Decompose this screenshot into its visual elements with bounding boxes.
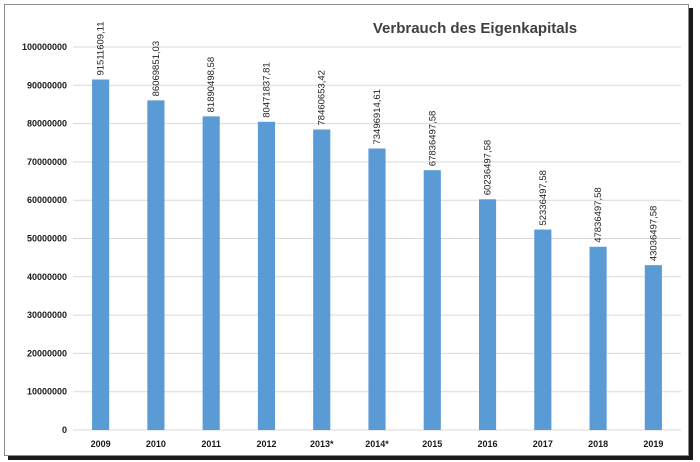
bar-2016 [478,199,497,430]
x-tick-label: 2015 [422,439,442,449]
data-label: 47836497,58 [593,187,604,242]
bar-2013-star [313,129,331,430]
data-label: 78460653,42 [317,70,328,125]
x-tick-label: 2012 [256,439,276,449]
data-label: 73496914,61 [372,89,383,144]
bar-2019 [644,265,662,430]
chart-title: Verbrauch des Eigenkapitals [373,20,577,37]
bar-2009 [92,79,110,431]
y-tick-label: 40000000 [27,272,67,282]
y-axis-ticks: 0 10000000 20000000 30000000 40000000 5000000… [22,42,67,435]
x-tick-label: 2014* [365,439,389,449]
data-labels: 91511609,11 86069851,03 81890498,58 8047183… [96,21,660,261]
data-label: 80471837,81 [261,62,272,117]
bar-2018 [589,246,607,430]
y-tick-label: 30000000 [27,310,67,320]
data-label: 60236497,58 [483,140,494,195]
x-tick-label: 2013* [310,439,334,449]
y-tick-label: 20000000 [27,348,67,358]
bar-2015 [423,170,441,430]
data-label: 52336497,58 [538,170,549,225]
y-tick-label: 70000000 [27,157,67,167]
data-label: 91511609,11 [96,21,107,75]
bar-2012 [257,121,276,431]
y-tick-label: 10000000 [27,387,67,397]
data-label: 67836497,58 [427,111,438,166]
y-tick-label: 90000000 [27,80,67,90]
bar-2017 [534,229,552,430]
bar-2014-star [368,148,386,430]
bar-2011 [202,116,220,431]
y-tick-label: 100000000 [22,42,67,52]
y-tick-label: 0 [62,425,67,435]
bar-chart: Verbrauch des Eigenkapitals 0 10000000 200… [22,20,681,449]
bar-2010 [147,100,165,430]
bars [92,79,662,431]
y-tick-label: 50000000 [27,234,67,244]
x-tick-label: 2017 [533,439,553,449]
x-tick-label: 2010 [146,439,166,449]
x-tick-label: 2011 [201,439,221,449]
x-tick-label: 2018 [588,439,608,449]
data-label: 86069851,03 [151,41,162,96]
data-label: 81890498,58 [206,57,217,112]
x-axis-ticks: 2009 2010 2011 2012 2013* 2014* 2015 2016 2017 20… [91,439,664,449]
y-tick-label: 80000000 [27,119,67,129]
x-tick-label: 2016 [478,439,498,449]
y-tick-label: 60000000 [27,195,67,205]
x-tick-label: 2019 [643,439,663,449]
chart-frame: Verbrauch des Eigenkapitals 0 10000000 200… [4,4,689,456]
x-tick-label: 2009 [91,439,111,449]
data-label: 43036497,58 [648,206,659,261]
